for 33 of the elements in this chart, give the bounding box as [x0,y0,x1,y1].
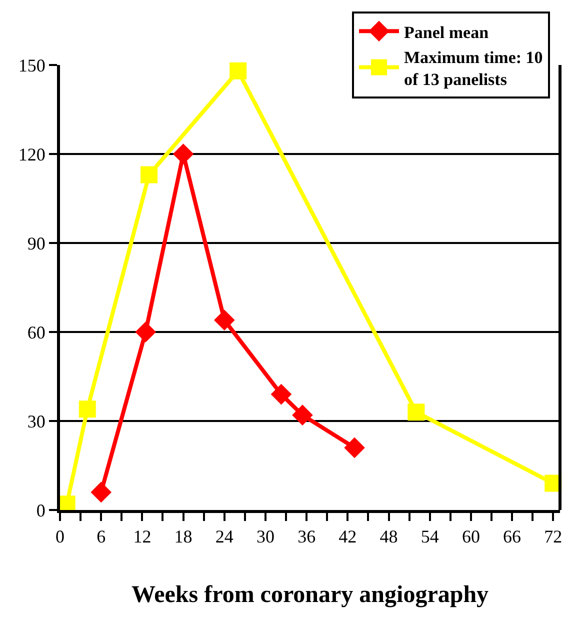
legend-label: Maximum time: 10 of 13 panelists [404,48,543,89]
point [270,384,292,405]
x-tick-label: 72 [544,526,562,547]
y-tick-label: 30 [27,411,46,432]
x-tick-label: 60 [462,526,480,547]
x-tick-label: 66 [503,526,522,547]
point [78,400,96,418]
y-tick-label: 150 [18,55,46,76]
point [344,437,365,458]
x-tick-label: 18 [174,526,192,547]
point [230,62,247,80]
point [135,322,156,342]
x-tick-label: 42 [338,526,357,547]
point [172,144,194,164]
point [408,404,425,421]
x-tick-label: 48 [380,526,398,547]
x-tick-label: 12 [133,526,152,547]
x-axis-title: Weeks from coronary angiography [131,582,489,608]
point [140,166,158,184]
y-tick-label: 60 [27,322,46,342]
y-tick-label: 120 [18,144,46,164]
y-tick-label: 0 [36,500,46,520]
x-tick-label: 36 [298,526,316,547]
point [214,310,235,331]
x-tick-label: 30 [256,526,274,547]
x-tick-label: 54 [420,526,439,547]
x-tick-label: 0 [56,526,64,547]
point [292,404,313,426]
point [90,482,112,503]
legend-label: Panel mean [404,22,490,42]
x-tick-label: 24 [215,526,234,547]
y-tick-label: 90 [27,233,46,254]
x-tick-label: 6 [96,526,106,547]
